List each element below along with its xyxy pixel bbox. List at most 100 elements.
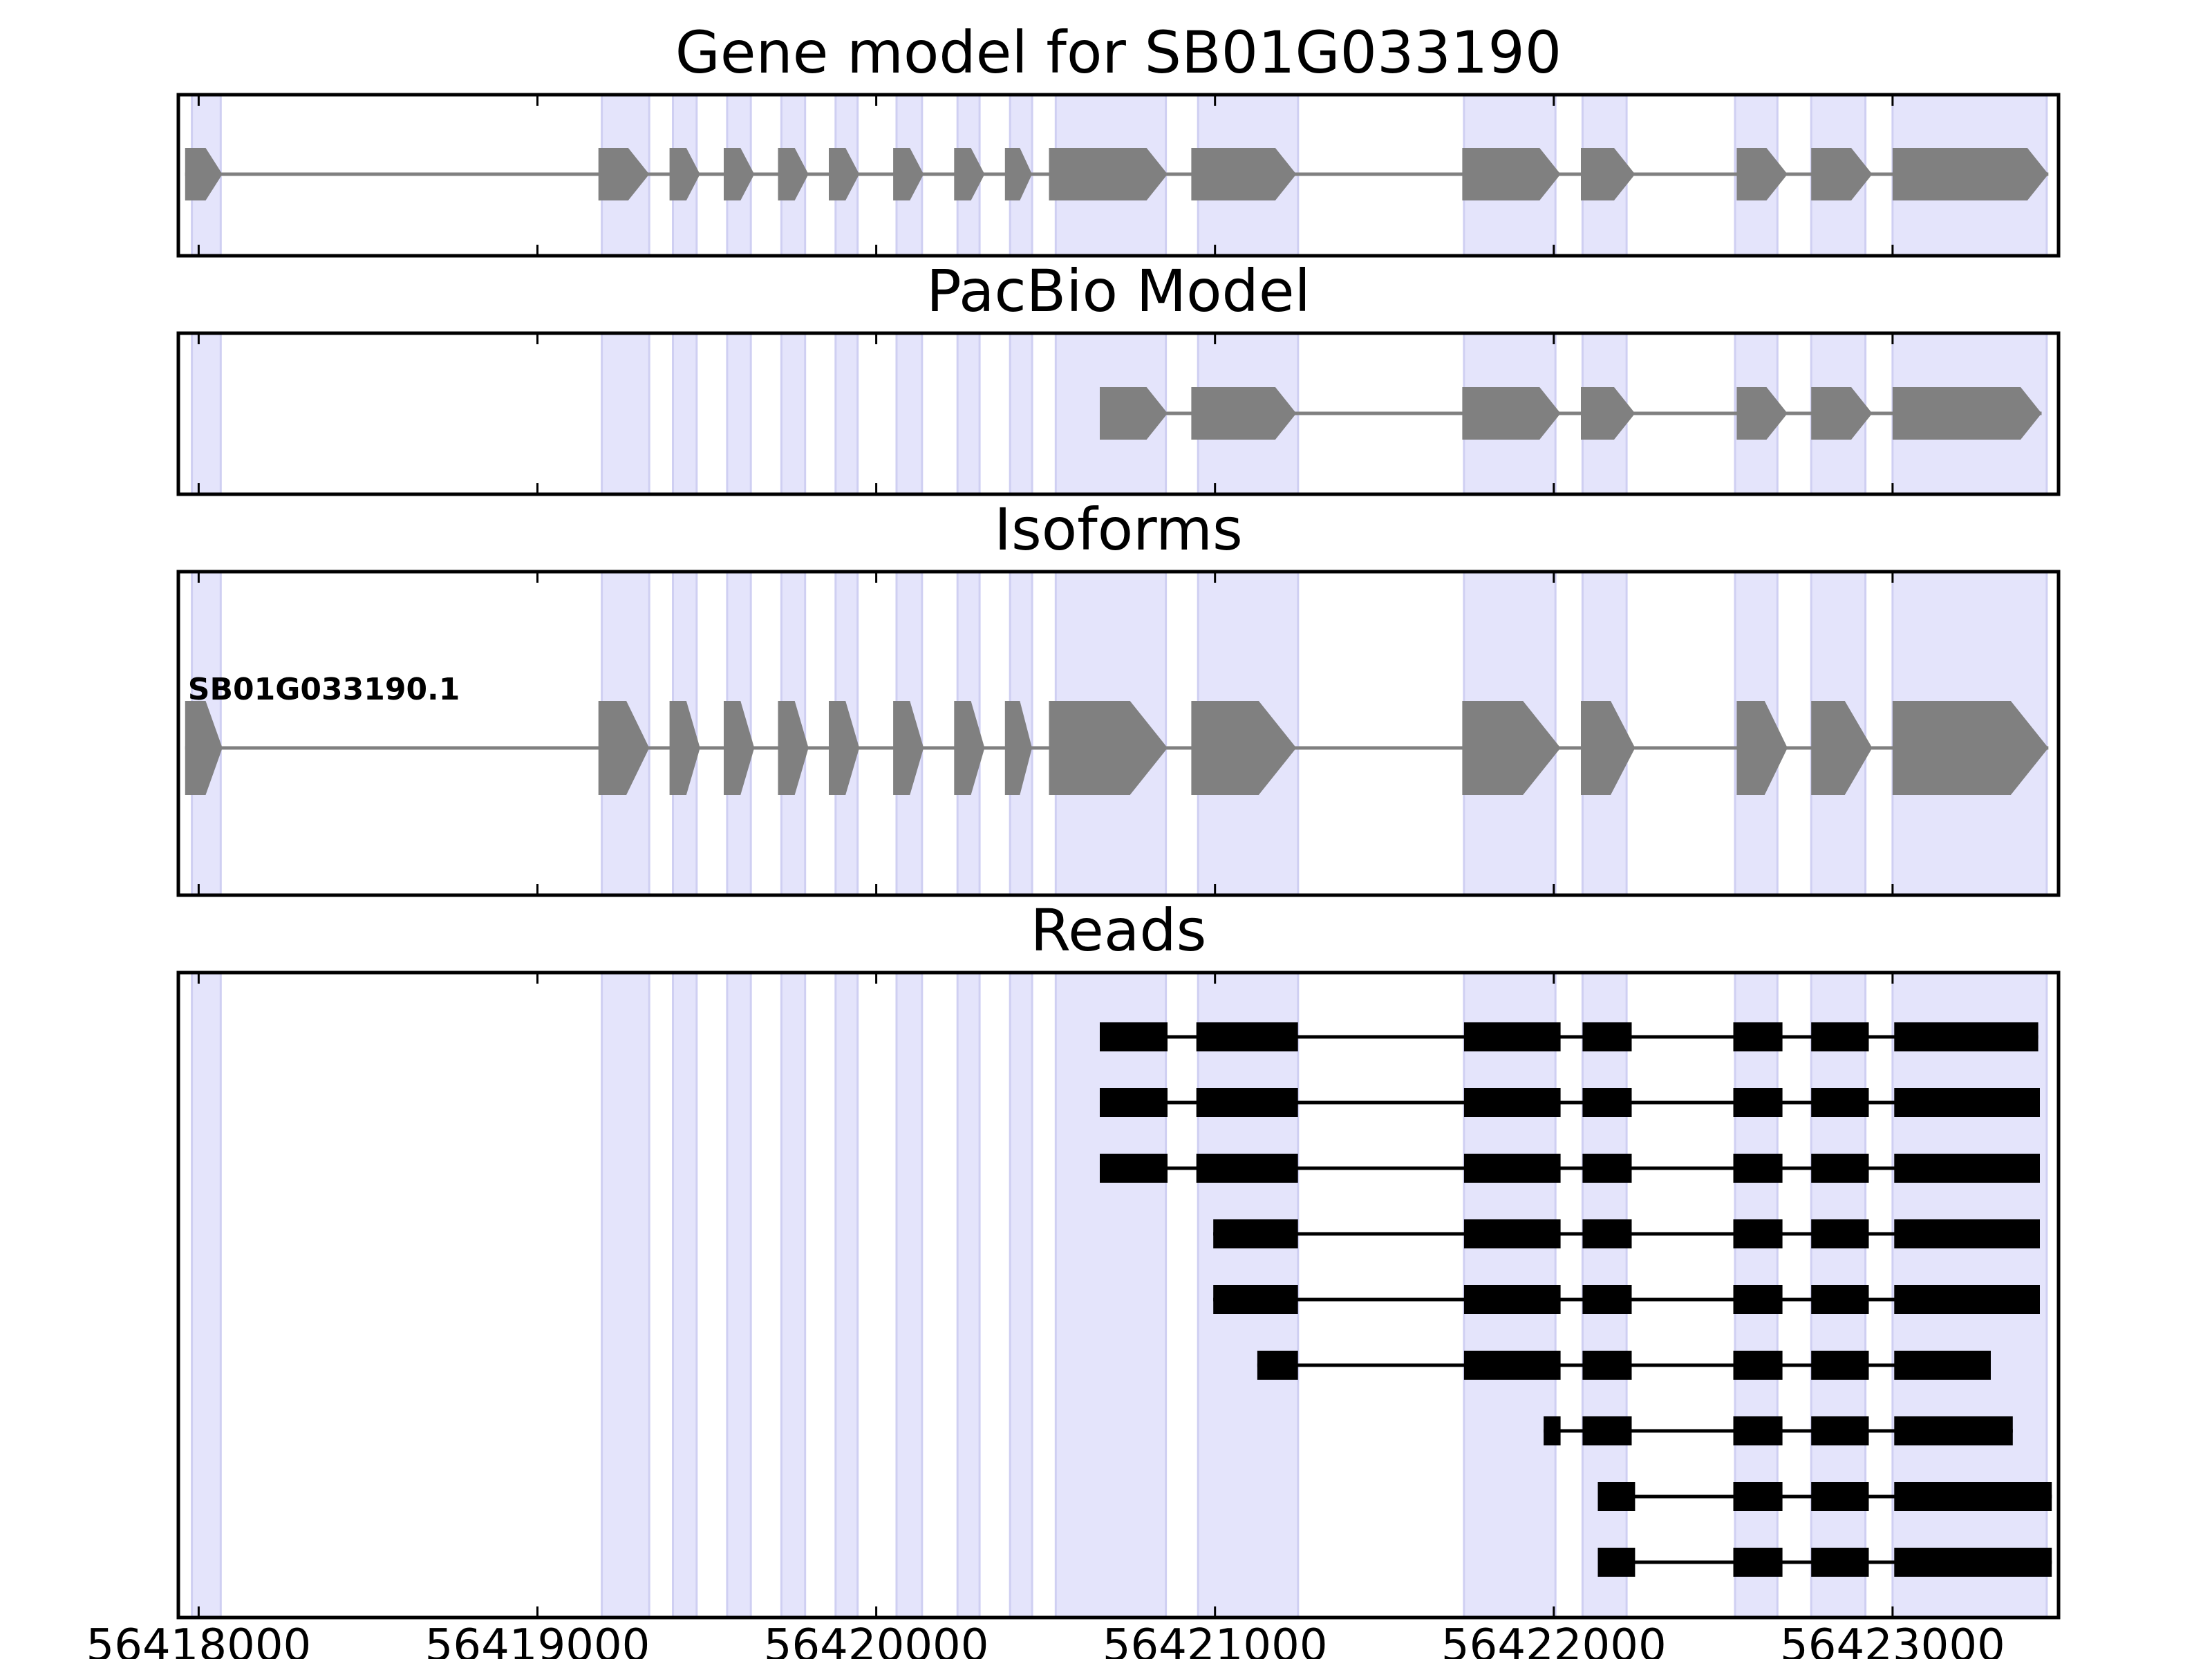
shaded-region bbox=[895, 332, 924, 496]
shaded-region bbox=[601, 332, 650, 496]
exon bbox=[893, 148, 924, 200]
read-block bbox=[1463, 1154, 1561, 1183]
x-tick-label: 56419000 bbox=[425, 1620, 650, 1659]
exon bbox=[954, 701, 985, 795]
read-block bbox=[1894, 1351, 1991, 1380]
read-block bbox=[1733, 1416, 1783, 1445]
read-block bbox=[1196, 1088, 1298, 1117]
read-block bbox=[1582, 1154, 1632, 1183]
panel-title: PacBio Model bbox=[926, 257, 1311, 325]
read-block bbox=[1582, 1285, 1632, 1314]
read-block bbox=[1733, 1548, 1783, 1577]
panel-title: Isoforms bbox=[994, 496, 1243, 563]
read-block bbox=[1463, 1088, 1561, 1117]
read-block bbox=[1582, 1219, 1632, 1248]
read-block bbox=[1894, 1022, 2038, 1051]
exon bbox=[1462, 148, 1561, 200]
x-tick-label: 56420000 bbox=[764, 1620, 989, 1659]
read-block bbox=[1811, 1416, 1869, 1445]
panel-isoform-2: SB01G033190.1 Isoforms bbox=[176, 496, 2061, 897]
read-block bbox=[1733, 1154, 1783, 1183]
shaded-region bbox=[895, 971, 924, 1619]
panel-gene-model-0: Gene model for SB01G033190 bbox=[176, 19, 2061, 258]
read-block bbox=[1894, 1548, 2052, 1577]
read-block bbox=[1811, 1548, 1869, 1577]
exon bbox=[1581, 701, 1635, 795]
exon bbox=[1462, 387, 1561, 440]
read-block bbox=[1196, 1022, 1298, 1051]
read-block bbox=[1733, 1482, 1783, 1511]
read-9 bbox=[1597, 1548, 2052, 1577]
exon bbox=[669, 701, 700, 795]
read-block bbox=[1811, 1351, 1869, 1380]
read-2 bbox=[1100, 1088, 2040, 1117]
shaded-region bbox=[1009, 332, 1033, 496]
shaded-region bbox=[672, 332, 698, 496]
read-7 bbox=[1544, 1416, 2013, 1445]
shaded-region bbox=[191, 332, 222, 496]
shaded-region bbox=[834, 332, 859, 496]
read-block bbox=[1733, 1219, 1783, 1248]
read-block bbox=[1257, 1351, 1298, 1380]
exon bbox=[185, 701, 223, 795]
read-block bbox=[1213, 1219, 1298, 1248]
read-block bbox=[1811, 1219, 1869, 1248]
exon bbox=[1049, 701, 1168, 795]
exon bbox=[1004, 148, 1032, 200]
read-block bbox=[1582, 1416, 1632, 1445]
read-block bbox=[1100, 1088, 1168, 1117]
read-block bbox=[1597, 1482, 1635, 1511]
read-block bbox=[1582, 1022, 1632, 1051]
exon bbox=[893, 701, 924, 795]
read-block bbox=[1733, 1285, 1783, 1314]
exon bbox=[829, 148, 860, 200]
read-1 bbox=[1100, 1022, 2038, 1051]
exon bbox=[1004, 701, 1032, 795]
read-block bbox=[1894, 1482, 2052, 1511]
read-block bbox=[1733, 1022, 1783, 1051]
shaded-region bbox=[1054, 971, 1168, 1619]
exon bbox=[1811, 701, 1873, 795]
read-block bbox=[1733, 1088, 1783, 1117]
read-block bbox=[1811, 1088, 1869, 1117]
exon bbox=[1191, 148, 1297, 200]
exon bbox=[669, 148, 700, 200]
exon bbox=[1581, 387, 1635, 440]
shaded-region bbox=[780, 971, 807, 1619]
read-block bbox=[1894, 1219, 2040, 1248]
read-6 bbox=[1257, 1351, 1991, 1380]
exon bbox=[778, 701, 809, 795]
shaded-region bbox=[956, 971, 981, 1619]
x-tick-label: 56423000 bbox=[1780, 1620, 2005, 1659]
shaded-region bbox=[780, 332, 807, 496]
exon bbox=[1462, 701, 1561, 795]
read-block bbox=[1894, 1285, 2040, 1314]
exon bbox=[1581, 148, 1635, 200]
read-block bbox=[1811, 1482, 1869, 1511]
read-block bbox=[1100, 1154, 1168, 1183]
read-3 bbox=[1100, 1154, 2040, 1183]
x-tick-labels: 56418000 56419000 56420000 56421000 56422000… bbox=[86, 1620, 2005, 1659]
read-block bbox=[1597, 1548, 1635, 1577]
exon bbox=[1811, 148, 1873, 200]
exon bbox=[724, 148, 755, 200]
read-block bbox=[1733, 1351, 1783, 1380]
axes-frame bbox=[176, 971, 2061, 1620]
exon bbox=[1811, 387, 1873, 440]
read-5 bbox=[1213, 1285, 2040, 1314]
read-block bbox=[1100, 1022, 1168, 1051]
exon bbox=[1892, 148, 2049, 200]
panel-reads-3: Reads bbox=[176, 897, 2061, 1620]
shaded-region bbox=[672, 971, 698, 1619]
panels: Gene model for SB01G033190 PacBio Model SB… bbox=[86, 19, 2061, 1659]
exon bbox=[778, 148, 809, 200]
axes-frame bbox=[176, 570, 2061, 897]
shaded-region bbox=[191, 971, 222, 1619]
shaded-region bbox=[601, 971, 650, 1619]
exon bbox=[1191, 701, 1297, 795]
shaded-region bbox=[834, 971, 859, 1619]
read-block bbox=[1463, 1022, 1561, 1051]
isoform-label: SB01G033190.1 bbox=[188, 672, 460, 707]
axes-frame bbox=[176, 93, 2061, 258]
read-4 bbox=[1213, 1219, 2040, 1248]
